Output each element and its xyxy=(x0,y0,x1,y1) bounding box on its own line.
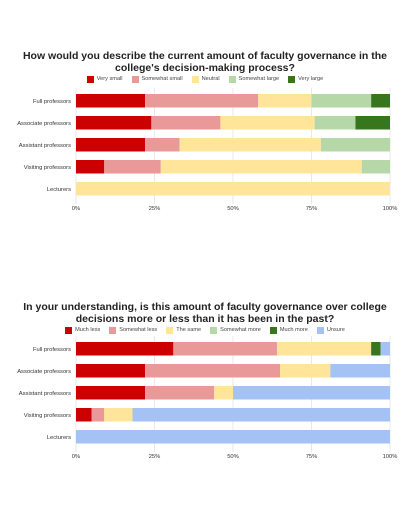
bar-segment-the-same xyxy=(214,386,233,400)
x-tick-label: 25% xyxy=(149,454,161,460)
bar-segment-somewhat-large xyxy=(361,160,390,174)
category-label: Visiting professors xyxy=(24,165,71,171)
bar-segment-very-small xyxy=(76,94,146,108)
category-label: Lecturers xyxy=(47,187,71,193)
legend-label: Much more xyxy=(279,327,308,333)
bar-segment-the-same xyxy=(280,364,331,378)
bar-segment-neutral xyxy=(76,182,390,196)
legend-swatch xyxy=(166,326,174,334)
x-tick-label: 50% xyxy=(227,454,239,460)
bar-segment-much-less xyxy=(76,342,174,356)
category-label: Lecturers xyxy=(47,435,71,441)
x-tick-label: 100% xyxy=(383,206,398,212)
bar-segment-neutral xyxy=(220,116,315,130)
bar-segment-neutral xyxy=(160,160,362,174)
legend-swatch xyxy=(316,326,324,334)
bar-segment-very-small xyxy=(76,116,152,130)
legend-item-the-same: The same xyxy=(166,325,201,335)
x-tick-label: 75% xyxy=(306,454,318,460)
category-label: Visiting professors xyxy=(24,413,71,419)
x-tick-label: 75% xyxy=(306,206,318,212)
legend-item-much-more: Much more xyxy=(269,325,308,335)
legend-item-somewhat-small: Somewhat small xyxy=(131,74,183,84)
bar-segment-somewhat-small xyxy=(145,138,180,152)
bar-segment-much-more xyxy=(371,342,381,356)
bar-segment-unsure xyxy=(132,408,390,422)
category-label: Associate professors xyxy=(17,121,71,127)
chart-2-legend: Much less Somewhat less The same Somewhat m… xyxy=(60,325,350,335)
legend-item-very-large: Very large xyxy=(288,74,323,84)
bar-segment-somewhat-large xyxy=(314,116,356,130)
legend-label: Somewhat large xyxy=(238,76,280,82)
bar-segment-very-large xyxy=(371,94,390,108)
legend-swatch xyxy=(65,326,73,334)
x-tick-label: 50% xyxy=(227,206,239,212)
category-label: Full professors xyxy=(33,347,71,353)
legend-swatch xyxy=(210,326,218,334)
bar-segment-unsure xyxy=(330,364,390,378)
bar-segment-somewhat-less xyxy=(145,364,281,378)
legend-item-unsure: Unsure xyxy=(316,325,345,335)
bar-segment-much-less xyxy=(76,386,146,400)
legend-label: Somewhat more xyxy=(220,327,261,333)
category-label: Associate professors xyxy=(17,369,71,375)
legend-swatch xyxy=(228,75,236,83)
x-tick-label: 0% xyxy=(72,206,80,212)
bar-segment-unsure xyxy=(76,430,390,444)
bar-segment-very-small xyxy=(76,160,105,174)
bar-segment-somewhat-less xyxy=(173,342,277,356)
legend-swatch xyxy=(288,75,296,83)
bar-segment-neutral xyxy=(179,138,321,152)
bar-segment-neutral xyxy=(258,94,312,108)
bar-segment-much-less xyxy=(76,364,146,378)
legend-item-somewhat-large: Somewhat large xyxy=(228,74,280,84)
legend-swatch xyxy=(131,75,139,83)
bar-segment-much-less xyxy=(76,408,92,422)
legend-label: Very large xyxy=(298,76,324,82)
bar-segment-somewhat-less xyxy=(145,386,215,400)
bar-segment-the-same xyxy=(104,408,133,422)
legend-item-very-small: Very small xyxy=(86,74,123,84)
legend-label: Neutral xyxy=(201,76,220,82)
category-label: Assistant professors xyxy=(19,391,71,397)
category-label: Full professors xyxy=(33,99,71,105)
bar-segment-somewhat-small xyxy=(145,94,259,108)
chart-2-title: In your understanding, is this amount of… xyxy=(23,301,387,325)
x-tick-label: 0% xyxy=(72,454,80,460)
bar-segment-the-same xyxy=(276,342,372,356)
legend-item-somewhat-more: Somewhat more xyxy=(210,325,261,335)
chart-1-legend: Very small Somewhat small Neutral Somewhat … xyxy=(60,74,350,84)
bar-segment-unsure xyxy=(380,342,390,356)
category-label: Assistant professors xyxy=(19,143,71,149)
legend-label: Somewhat less xyxy=(119,327,158,333)
chart-1-title: How would you describe the current amoun… xyxy=(22,50,388,74)
bar-segment-very-large xyxy=(355,116,390,130)
legend-item-somewhat-less: Somewhat less xyxy=(109,325,157,335)
legend-item-much-less: Much less xyxy=(65,325,100,335)
legend-item-neutral: Neutral xyxy=(191,74,220,84)
bar-segment-very-small xyxy=(76,138,146,152)
legend-label: Much less xyxy=(75,327,101,333)
legend-label: Very small xyxy=(96,76,123,82)
legend-label: The same xyxy=(176,327,202,333)
bar-segment-somewhat-large xyxy=(311,94,372,108)
legend-swatch xyxy=(86,75,94,83)
legend-label: Somewhat small xyxy=(141,76,183,82)
legend-swatch xyxy=(269,326,277,334)
chart-1-plot: Full professors Associate professors Assis… xyxy=(17,88,398,212)
bar-segment-somewhat-small xyxy=(151,116,221,130)
bar-segment-somewhat-small xyxy=(104,160,161,174)
chart-2-plot: Full professors Associate professors Assis… xyxy=(17,336,398,460)
legend-swatch xyxy=(191,75,199,83)
legend-swatch xyxy=(109,326,117,334)
legend-label: Unsure xyxy=(326,327,345,333)
bar-segment-unsure xyxy=(233,386,390,400)
x-tick-label: 100% xyxy=(383,454,398,460)
x-tick-label: 25% xyxy=(149,206,161,212)
bar-segment-somewhat-large xyxy=(320,138,390,152)
bar-segment-somewhat-less xyxy=(91,408,105,422)
